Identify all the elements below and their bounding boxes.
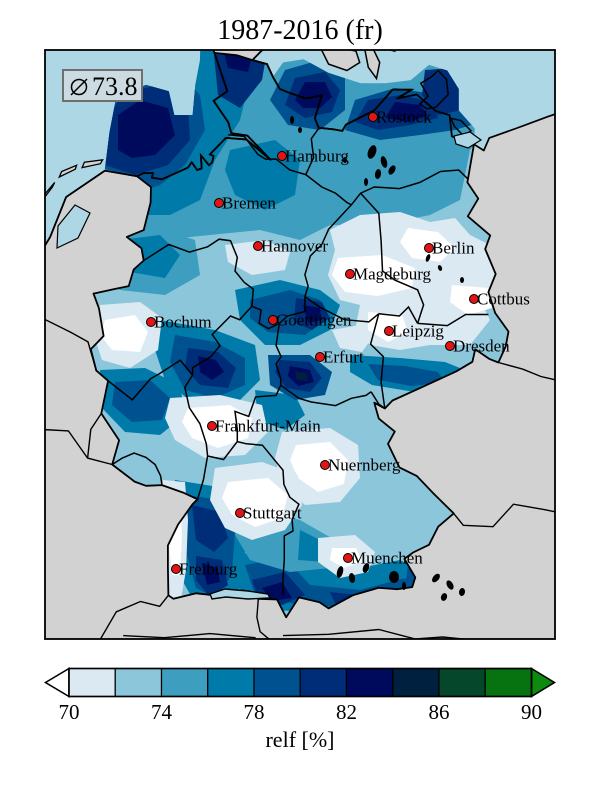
svg-text:Muenchen: Muenchen xyxy=(351,549,423,568)
svg-text:Erfurt: Erfurt xyxy=(323,348,364,367)
svg-text:Nuernberg: Nuernberg xyxy=(328,456,401,475)
svg-text:73.8: 73.8 xyxy=(92,72,138,101)
svg-text:Magdeburg: Magdeburg xyxy=(353,265,432,284)
svg-text:relf [%]: relf [%] xyxy=(265,727,334,752)
svg-text:90: 90 xyxy=(521,700,542,724)
svg-text:78: 78 xyxy=(244,700,265,724)
svg-text:Cottbus: Cottbus xyxy=(477,290,530,309)
svg-text:Hamburg: Hamburg xyxy=(285,147,349,166)
svg-text:82: 82 xyxy=(336,700,357,724)
svg-text:Rostock: Rostock xyxy=(376,108,432,127)
svg-text:70: 70 xyxy=(59,700,80,724)
svg-text:74: 74 xyxy=(151,700,173,724)
svg-text:Stuttgart: Stuttgart xyxy=(243,504,302,523)
svg-text:86: 86 xyxy=(429,700,450,724)
svg-text:Dresden: Dresden xyxy=(453,337,510,356)
svg-text:Freiburg: Freiburg xyxy=(179,560,238,579)
svg-text:1987-2016 (fr): 1987-2016 (fr) xyxy=(217,15,383,46)
svg-text:Goettingen: Goettingen xyxy=(276,311,352,330)
svg-text:Leipzig: Leipzig xyxy=(392,322,444,341)
svg-text:Hannover: Hannover xyxy=(261,237,328,256)
svg-text:Bremen: Bremen xyxy=(222,194,276,213)
svg-text:Berlin: Berlin xyxy=(432,239,475,258)
svg-text:Bochum: Bochum xyxy=(154,313,212,332)
svg-text:Frankfurt-Main: Frankfurt-Main xyxy=(215,417,321,436)
